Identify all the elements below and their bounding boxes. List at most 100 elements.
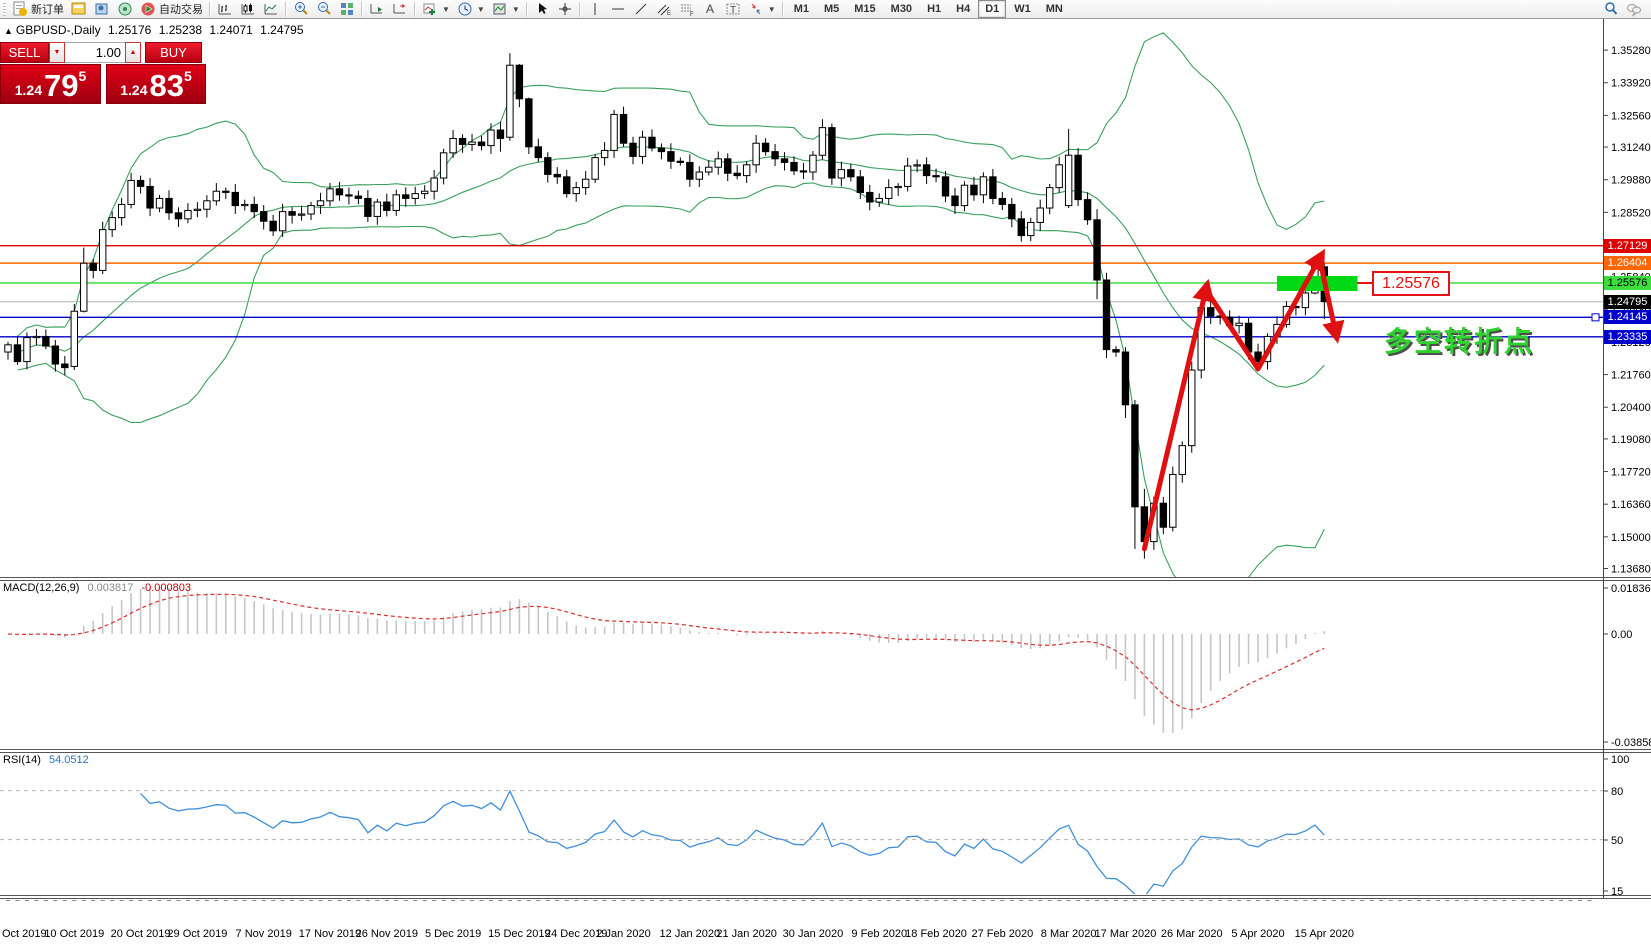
svg-text:1.19080: 1.19080 — [1611, 434, 1651, 446]
svg-text:20 Oct 2019: 20 Oct 2019 — [111, 928, 171, 940]
text-label-button[interactable]: T — [722, 1, 744, 18]
svg-text:18 Feb 2020: 18 Feb 2020 — [905, 928, 967, 940]
svg-text:-0.038585: -0.038585 — [1611, 737, 1651, 749]
svg-text:26 Mar 2020: 26 Mar 2020 — [1161, 928, 1223, 940]
fibonacci-icon: F — [679, 1, 695, 18]
buy-price-button[interactable]: 1.24 83 5 — [106, 64, 206, 104]
tab-m15[interactable]: M15 — [854, 3, 876, 15]
axis-price-label[interactable]: 1.23335 — [1604, 329, 1651, 344]
toolbar-separator — [209, 1, 211, 17]
horizontal-price-lines[interactable] — [0, 245, 1603, 338]
new-order-label: 新订单 — [31, 4, 64, 16]
market-watch-button[interactable] — [68, 1, 90, 18]
sell-button[interactable]: SELL — [0, 42, 49, 63]
svg-text:27 Feb 2020: 27 Feb 2020 — [971, 928, 1033, 940]
tab-mn[interactable]: MN — [1045, 3, 1063, 15]
svg-text:5 Apr 2020: 5 Apr 2020 — [1231, 928, 1284, 940]
zoom-in-icon — [293, 1, 309, 17]
channel-button[interactable]: E — [653, 1, 675, 18]
svg-text:F: F — [690, 12, 694, 17]
line-chart-button[interactable] — [260, 1, 282, 18]
axis-price-label[interactable]: 1.26404 — [1604, 256, 1651, 271]
price-level-callout[interactable]: 1.25576 — [1372, 271, 1450, 296]
dropdown-arrow-icon: ▼ — [511, 4, 520, 14]
toolbar-separator — [285, 1, 287, 17]
signals-button[interactable] — [114, 1, 136, 18]
ohlc-high: 1.25238 — [158, 23, 203, 37]
svg-text:80: 80 — [1611, 786, 1623, 798]
axis-price-label[interactable]: 1.27129 — [1604, 238, 1651, 253]
tab-h1[interactable]: H1 — [927, 3, 942, 15]
tab-w1[interactable]: W1 — [1014, 3, 1031, 15]
macd-main-value: 0.003817 — [87, 582, 134, 594]
symbol-direction-icon: ▲ — [4, 26, 13, 36]
svg-text:5 Dec 2019: 5 Dec 2019 — [425, 928, 481, 940]
svg-text:26 Nov 2019: 26 Nov 2019 — [356, 928, 418, 940]
new-order-button[interactable]: 新订单 — [9, 1, 67, 18]
volume-increase-button[interactable]: ▲ — [125, 42, 141, 63]
toolbar-separator — [414, 1, 416, 17]
trendline-button[interactable] — [630, 1, 652, 18]
macd-header: MACD(12,26,9) 0.003817 -0.000803 — [3, 582, 191, 594]
toolbar-grip[interactable] — [3, 2, 6, 16]
rsi-series — [140, 789, 1325, 894]
tab-m30[interactable]: M30 — [890, 3, 913, 15]
chart-shift-button[interactable] — [389, 1, 411, 18]
vertical-line-button[interactable] — [584, 1, 606, 18]
indicators-button[interactable]: ▼ — [419, 1, 453, 18]
svg-text:30 Jan 2020: 30 Jan 2020 — [783, 928, 844, 940]
profiles-button[interactable] — [91, 1, 113, 18]
auto-scroll-button[interactable] — [366, 1, 388, 18]
tab-d1[interactable]: D1 — [978, 0, 1007, 18]
tab-m1[interactable]: M1 — [793, 3, 809, 15]
cursor-button[interactable] — [531, 1, 553, 18]
svg-text:15 Dec 2019: 15 Dec 2019 — [488, 928, 550, 940]
candle-chart-button[interactable] — [237, 1, 259, 18]
channel-icon: E — [656, 1, 672, 17]
buy-button[interactable]: BUY — [145, 42, 202, 63]
bar-chart-button[interactable] — [214, 1, 236, 18]
horizontal-line-icon — [610, 1, 626, 17]
spin-down-icon: ▼ — [53, 49, 61, 56]
templates-button[interactable]: ▼ — [489, 1, 523, 18]
text-button[interactable]: A — [699, 1, 721, 18]
volume-input[interactable]: 1.00 — [65, 42, 125, 63]
arrows-button[interactable]: ▼ — [745, 1, 779, 18]
svg-text:0.00: 0.00 — [1611, 629, 1632, 641]
svg-text:1.28520: 1.28520 — [1611, 207, 1651, 219]
chat-button[interactable] — [1623, 1, 1645, 18]
search-button[interactable] — [1600, 1, 1622, 18]
svg-text:10 Oct 2019: 10 Oct 2019 — [44, 928, 104, 940]
fibonacci-button[interactable]: F — [676, 1, 698, 18]
zoom-out-button[interactable] — [313, 1, 335, 18]
buy-price-small: 1.24 — [120, 82, 148, 98]
toolbar-separator — [781, 1, 784, 17]
svg-text:8 Mar 2020: 8 Mar 2020 — [1041, 928, 1097, 940]
chinese-note-text[interactable]: 多空转折点 — [1384, 326, 1535, 357]
periods-button[interactable]: ▼ — [454, 1, 488, 18]
zoom-in-button[interactable] — [290, 1, 312, 18]
svg-text:17 Mar 2020: 17 Mar 2020 — [1095, 928, 1157, 940]
spin-up-icon: ▲ — [129, 49, 137, 56]
horizontal-line-button[interactable] — [607, 1, 629, 18]
rsi-label: RSI(14) — [3, 754, 41, 766]
axis-price-label[interactable]: 1.24795 — [1604, 294, 1651, 309]
symbol-title: GBPUSD-,Daily — [15, 23, 101, 37]
axis-price-label[interactable]: 1.24145 — [1604, 310, 1651, 325]
svg-text:1.20400: 1.20400 — [1611, 402, 1651, 414]
sell-price-button[interactable]: 1.24 79 5 — [0, 64, 101, 104]
tab-h4[interactable]: H4 — [956, 3, 971, 15]
axis-price-label[interactable]: 1.25576 — [1604, 276, 1651, 290]
autotrading-button[interactable]: 自动交易 — [137, 1, 206, 18]
macd-label: MACD(12,26,9) — [3, 582, 80, 594]
chart-annotations[interactable] — [1141, 248, 1372, 552]
bar-chart-icon — [217, 1, 233, 17]
crosshair-button[interactable] — [554, 1, 576, 18]
volume-decrease-button[interactable]: ▼ — [49, 42, 65, 63]
templates-icon — [492, 1, 508, 17]
tile-windows-button[interactable] — [336, 1, 358, 18]
tab-m5[interactable]: M5 — [823, 3, 840, 15]
chart-shift-icon — [392, 1, 408, 17]
svg-text:17 Nov 2019: 17 Nov 2019 — [299, 928, 361, 940]
